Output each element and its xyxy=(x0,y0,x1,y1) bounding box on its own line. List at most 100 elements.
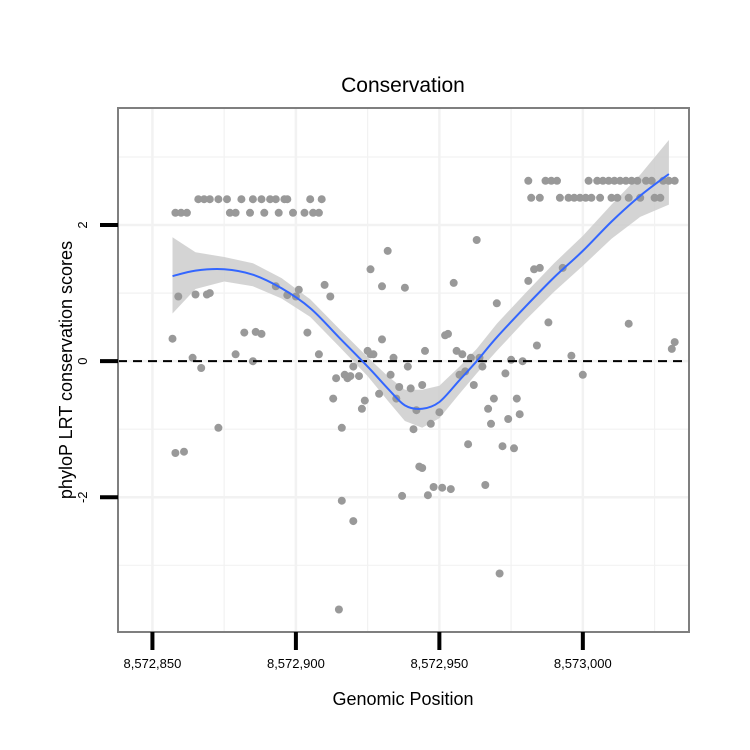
data-point xyxy=(191,290,200,299)
data-point xyxy=(171,449,180,457)
data-point xyxy=(403,362,412,371)
data-point xyxy=(412,406,421,415)
y-axis-label: phyloP LRT conservation scores xyxy=(56,241,76,499)
data-point xyxy=(274,208,283,217)
data-point xyxy=(584,176,593,185)
data-point xyxy=(616,176,625,185)
data-point xyxy=(636,193,645,202)
data-point xyxy=(231,350,240,359)
data-point xyxy=(642,176,650,185)
data-point xyxy=(369,350,378,359)
data-point xyxy=(260,208,269,217)
data-point xyxy=(587,193,596,202)
panel-border xyxy=(117,107,690,633)
data-point xyxy=(406,384,415,393)
data-point xyxy=(667,344,676,353)
data-point xyxy=(429,483,438,491)
data-point xyxy=(246,208,254,217)
data-point xyxy=(378,282,386,291)
data-point xyxy=(498,442,507,451)
data-point xyxy=(598,176,607,185)
data-point xyxy=(386,370,395,379)
data-point xyxy=(349,362,358,371)
x-tick-label: 8,572,900 xyxy=(267,656,325,671)
data-point xyxy=(627,176,636,185)
data-point xyxy=(512,394,521,403)
chart-title: Conservation xyxy=(341,74,465,97)
data-point xyxy=(656,193,665,202)
data-point xyxy=(271,195,280,204)
data-point xyxy=(464,440,473,449)
data-point xyxy=(355,372,363,381)
data-point xyxy=(426,419,435,428)
data-point xyxy=(257,329,266,338)
data-point xyxy=(555,193,564,202)
data-point xyxy=(257,195,266,204)
data-point xyxy=(518,357,527,366)
data-point xyxy=(395,383,404,391)
data-point xyxy=(320,280,329,289)
data-point xyxy=(225,208,234,217)
data-point xyxy=(501,369,510,378)
data-point xyxy=(329,394,338,403)
data-point xyxy=(472,236,481,244)
y-tick-label: -2 xyxy=(75,491,90,503)
data-point xyxy=(375,389,384,398)
data-point xyxy=(578,370,587,379)
data-point xyxy=(544,318,553,327)
data-point xyxy=(647,176,656,185)
data-point xyxy=(478,362,487,371)
data-point xyxy=(214,423,223,432)
smooth-line xyxy=(172,173,670,410)
data-point xyxy=(581,193,590,202)
data-point xyxy=(214,195,223,204)
data-point xyxy=(300,208,309,217)
y-tick-label: 0 xyxy=(75,358,90,365)
data-point xyxy=(360,396,369,405)
data-point xyxy=(532,341,541,350)
data-point xyxy=(400,283,409,292)
data-point xyxy=(504,415,513,423)
data-point xyxy=(240,328,249,337)
data-point xyxy=(174,292,183,301)
data-point xyxy=(171,208,180,217)
data-point xyxy=(576,193,584,202)
data-point xyxy=(337,496,346,505)
data-point xyxy=(670,338,679,347)
data-point xyxy=(487,419,495,428)
data-point xyxy=(366,265,375,274)
data-point xyxy=(570,193,579,202)
data-point xyxy=(266,195,275,204)
data-point xyxy=(664,176,673,185)
data-point xyxy=(418,464,427,472)
data-point xyxy=(182,208,191,217)
data-point xyxy=(188,353,197,362)
data-point xyxy=(515,410,524,419)
plot-panel xyxy=(117,107,690,633)
data-point xyxy=(283,195,292,204)
data-point xyxy=(527,193,536,202)
data-point xyxy=(613,193,622,202)
data-point xyxy=(248,357,257,366)
data-point xyxy=(337,423,346,432)
data-point xyxy=(418,381,427,389)
data-point xyxy=(423,491,432,500)
data-point xyxy=(223,195,231,204)
data-point xyxy=(194,195,203,204)
y-tick-label: 2 xyxy=(75,221,90,228)
data-point xyxy=(621,176,630,185)
data-point xyxy=(289,208,297,217)
data-point xyxy=(607,193,616,202)
data-point xyxy=(489,394,498,403)
data-point xyxy=(481,481,490,489)
data-point xyxy=(398,491,407,500)
data-point xyxy=(314,350,323,359)
data-point xyxy=(466,353,475,362)
data-point xyxy=(309,208,318,217)
data-point xyxy=(197,364,206,372)
data-point xyxy=(553,176,561,185)
data-point xyxy=(604,176,613,185)
data-point xyxy=(438,483,447,492)
data-point xyxy=(332,374,341,383)
data-point xyxy=(435,408,444,417)
